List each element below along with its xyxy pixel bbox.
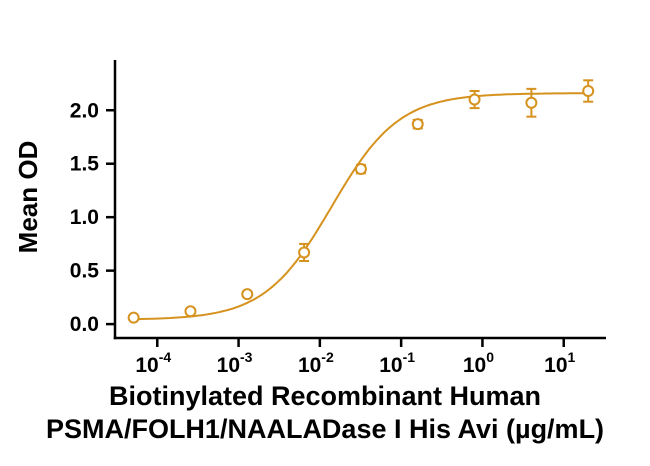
svg-text:2.0: 2.0 (70, 99, 99, 122)
svg-text:10-2: 10-2 (298, 349, 334, 377)
data-point (127, 311, 140, 324)
axes (113, 60, 606, 340)
svg-text:1.0: 1.0 (70, 206, 99, 229)
data-point (298, 242, 311, 263)
data-point (582, 79, 595, 103)
data-point (241, 288, 254, 301)
data-point (354, 163, 367, 176)
y-axis-ticks: 0.0 0.5 1.0 1.5 2.0 (70, 99, 115, 336)
data-point (468, 90, 481, 110)
x-axis-title-line-1: Biotinylated Recombinant Human (108, 381, 542, 411)
x-axis-title-line-2: PSMA/FOLH1/NAALADase I His Avi (µg/mL) (45, 414, 605, 444)
fit-curve (133, 92, 589, 321)
svg-text:100: 100 (463, 349, 494, 377)
svg-text:0.5: 0.5 (70, 260, 100, 283)
y-axis-label: Mean OD (13, 140, 43, 254)
data-series (127, 79, 595, 324)
svg-text:101: 101 (544, 349, 575, 377)
svg-text:1.5: 1.5 (70, 153, 100, 176)
svg-text:10-4: 10-4 (135, 349, 171, 377)
svg-text:10-3: 10-3 (217, 349, 253, 377)
x-axis-ticks: 10-4 10-3 10-2 10-1 100 101 (135, 338, 576, 377)
data-point (184, 305, 197, 318)
svg-text:0.0: 0.0 (70, 313, 99, 336)
svg-text:10-1: 10-1 (379, 349, 415, 377)
data-point (525, 87, 538, 118)
data-point (411, 118, 424, 131)
